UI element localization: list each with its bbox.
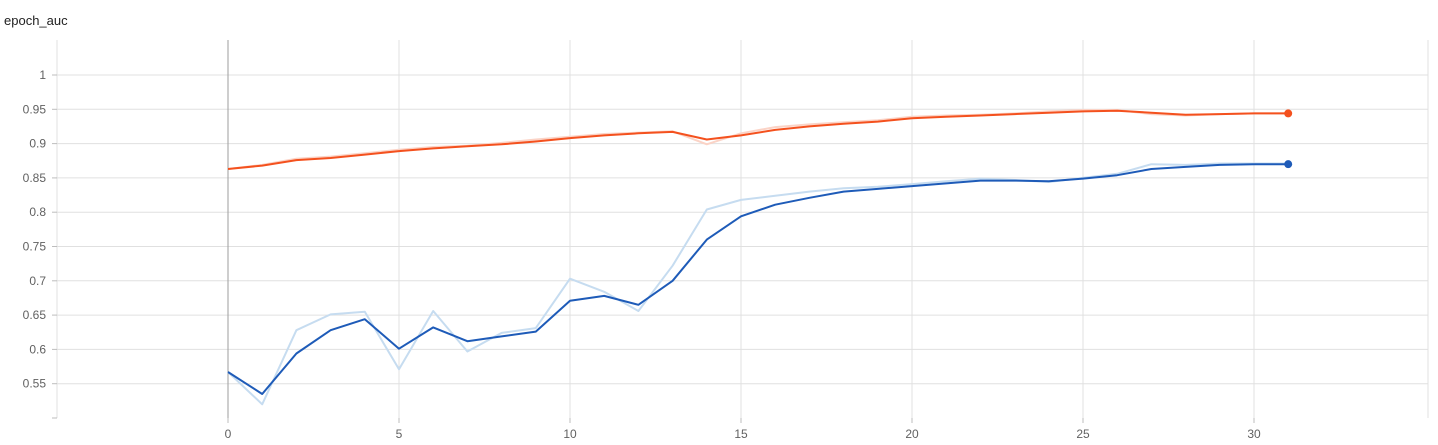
y-tick-label: 1 bbox=[39, 68, 46, 82]
x-tick-label: 15 bbox=[734, 427, 748, 441]
y-tick-label: 0.7 bbox=[29, 274, 46, 288]
y-tick-label: 0.95 bbox=[23, 102, 47, 116]
series-0-raw-line bbox=[227, 109, 1289, 170]
series-1-raw-line bbox=[227, 162, 1289, 406]
x-tick-label: 20 bbox=[905, 427, 919, 441]
series-0-end-point[interactable] bbox=[1284, 109, 1293, 118]
x-tick-label: 5 bbox=[396, 427, 403, 441]
grid-lines bbox=[52, 40, 1429, 423]
y-tick-label: 0.9 bbox=[29, 137, 46, 151]
chart-title: epoch_auc bbox=[4, 13, 68, 28]
y-tick-label: 0.65 bbox=[23, 308, 47, 322]
series-layer bbox=[227, 109, 1293, 406]
y-tick-label: 0.8 bbox=[29, 205, 46, 219]
y-tick-label: 0.55 bbox=[23, 377, 47, 391]
y-tick-label: 0.6 bbox=[29, 342, 46, 356]
x-tick-label: 10 bbox=[563, 427, 577, 441]
x-tick-label: 25 bbox=[1076, 427, 1090, 441]
x-tick-label: 30 bbox=[1247, 427, 1261, 441]
x-tick-label: 0 bbox=[225, 427, 232, 441]
series-1-smoothed-line[interactable] bbox=[227, 163, 1289, 395]
series-1-end-point[interactable] bbox=[1284, 160, 1293, 169]
series-0-smoothed-line[interactable] bbox=[227, 109, 1289, 170]
y-tick-label: 0.85 bbox=[23, 171, 47, 185]
y-tick-label: 0.75 bbox=[23, 240, 47, 254]
